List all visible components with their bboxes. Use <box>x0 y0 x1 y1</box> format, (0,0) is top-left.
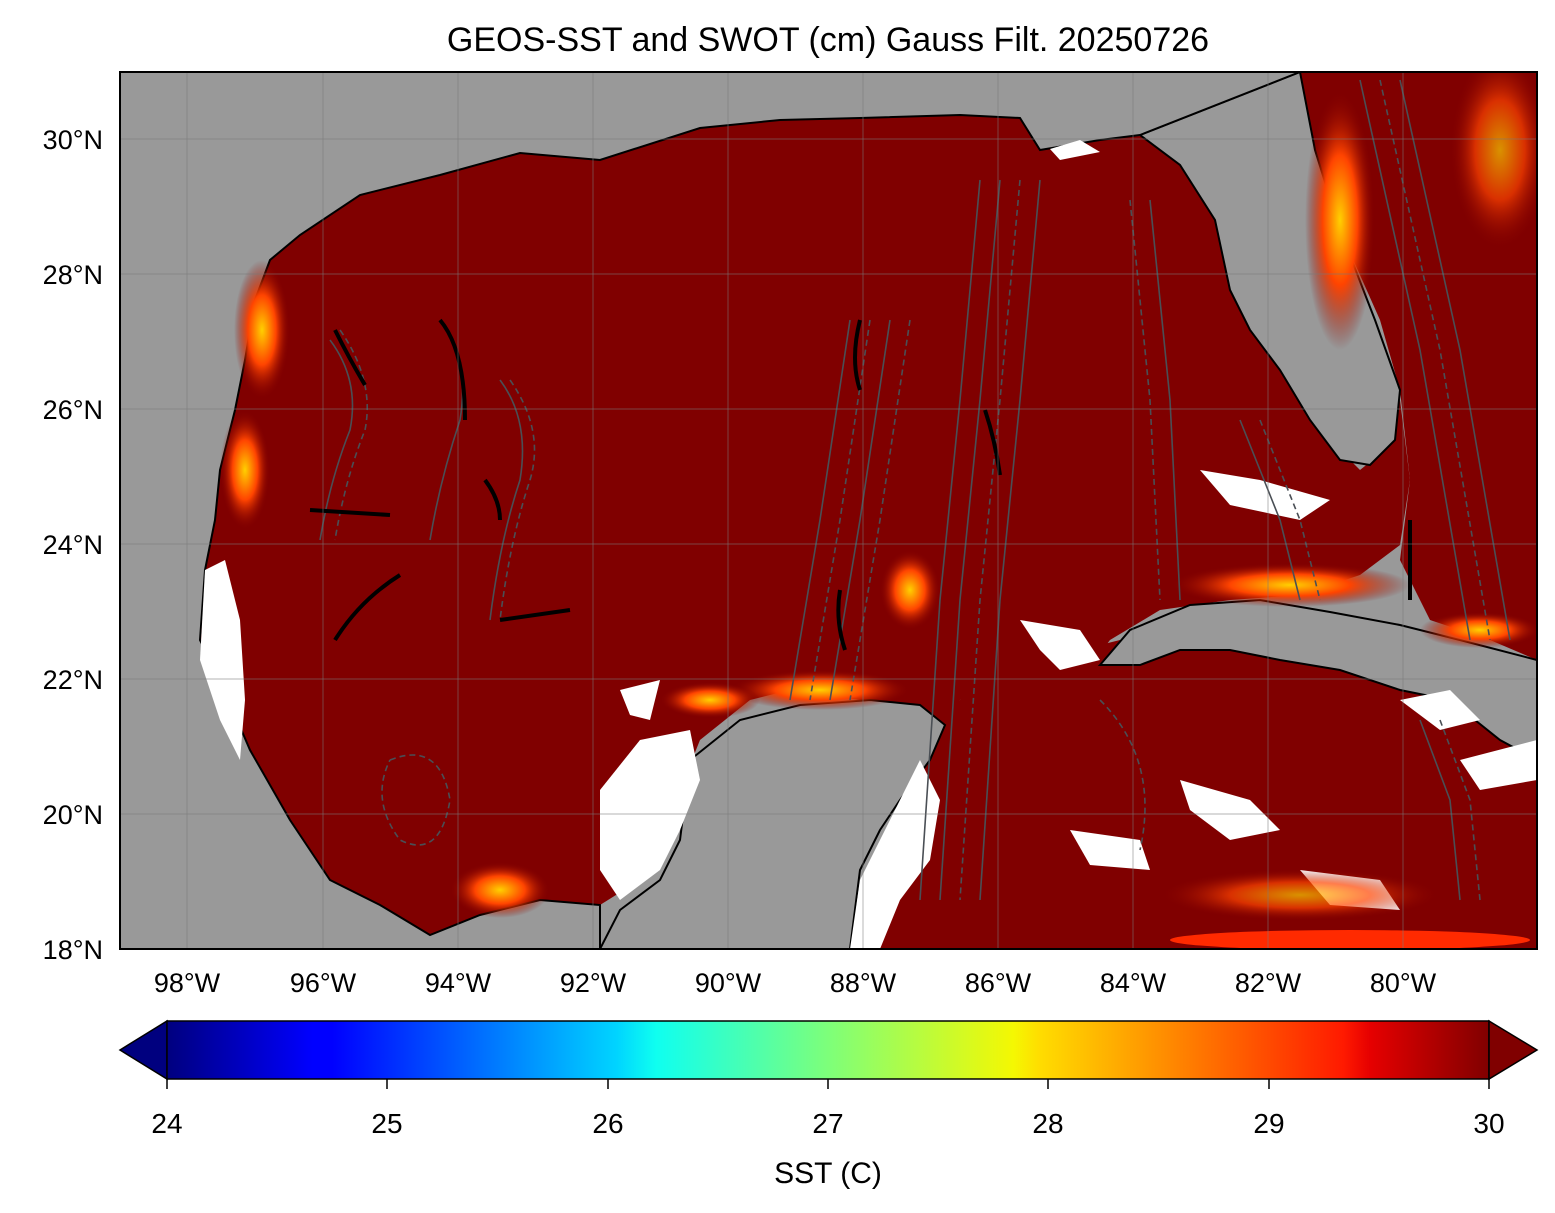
graticule <box>120 72 1537 949</box>
colorbar-tick-label: 25 <box>371 1108 402 1139</box>
colorbar: 24 25 26 27 28 29 30 SST (C) <box>118 1019 1539 1190</box>
lon-tick-label: 88°W <box>830 968 897 998</box>
lat-tick-label: 22°N <box>43 665 103 695</box>
lon-tick-label: 80°W <box>1370 968 1437 998</box>
colorbar-tick-label: 27 <box>812 1108 843 1139</box>
colorbar-extend-high <box>1488 1019 1539 1081</box>
colorbar-tick-label: 29 <box>1253 1108 1284 1139</box>
lat-tick-label: 18°N <box>43 935 103 965</box>
swot-zero-contours <box>309 318 1412 651</box>
lat-axis: 30°N 28°N 26°N 24°N 22°N 20°N 18°N <box>43 125 103 965</box>
lon-tick-label: 96°W <box>290 968 357 998</box>
swot-contours <box>319 79 1511 901</box>
colorbar-ticks <box>166 1079 1490 1089</box>
lat-tick-label: 30°N <box>43 125 103 155</box>
lat-tick-label: 26°N <box>43 395 103 425</box>
map-frame <box>119 71 1538 950</box>
lon-tick-label: 92°W <box>560 968 627 998</box>
lon-tick-label: 98°W <box>154 968 221 998</box>
figure-title: GEOS-SST and SWOT (cm) Gauss Filt. 20250… <box>447 21 1209 59</box>
lon-tick-label: 84°W <box>1100 968 1167 998</box>
lat-tick-label: 20°N <box>43 800 103 830</box>
lon-tick-label: 86°W <box>965 968 1032 998</box>
colorbar-extend-low <box>118 1019 168 1081</box>
lat-tick-label: 24°N <box>43 530 103 560</box>
colorbar-tick-label: 30 <box>1473 1108 1504 1139</box>
colorbar-tick-label: 26 <box>592 1108 623 1139</box>
colorbar-tick-label: 24 <box>151 1108 182 1139</box>
colorbar-gradient <box>166 1020 1490 1080</box>
lon-tick-label: 82°W <box>1235 968 1302 998</box>
map-panel <box>120 72 1537 949</box>
gulf-of-mexico-sst <box>200 115 1410 935</box>
lon-tick-label: 94°W <box>425 968 492 998</box>
lon-axis: 98°W 96°W 94°W 92°W 90°W 88°W 86°W 84°W … <box>154 968 1437 998</box>
lat-tick-label: 28°N <box>43 260 103 290</box>
warm-sst-anomalies <box>220 72 1537 949</box>
colorbar-label: SST (C) <box>774 1157 882 1190</box>
lon-tick-label: 90°W <box>695 968 762 998</box>
colorbar-tick-label: 28 <box>1032 1108 1063 1139</box>
